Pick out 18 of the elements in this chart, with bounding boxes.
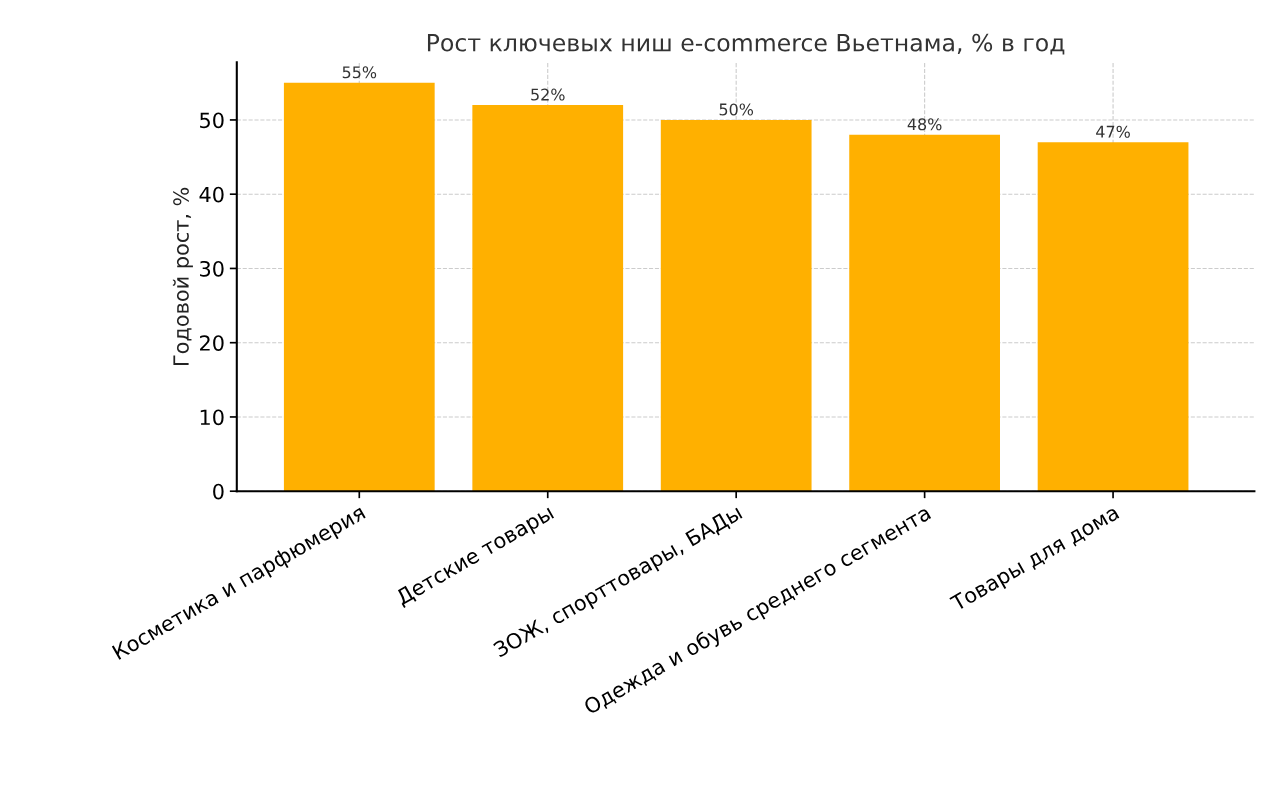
data-label: 47% [1096,125,1130,138]
y-tick-label: 0 [213,483,224,500]
bar [472,105,624,492]
y-tick-label: 20 [200,335,224,351]
chart-title: Рост ключевых ниш e-commerce Вьетнама, % в год [427,33,1065,55]
y-tick-label: 40 [199,186,224,203]
y-axis-title: Годовой рост, % [172,187,193,365]
data-label: 55% [342,66,377,79]
bar [660,119,812,492]
data-label: 48% [907,118,942,131]
bar [1037,142,1189,492]
y-tick-label: 10 [200,409,224,426]
data-label: 50% [719,103,754,116]
y-tick-label: 30 [200,260,224,277]
bar [849,134,1000,492]
y-tick-label: 50 [200,112,224,129]
bar [283,82,435,492]
data-label: 52% [531,88,565,101]
